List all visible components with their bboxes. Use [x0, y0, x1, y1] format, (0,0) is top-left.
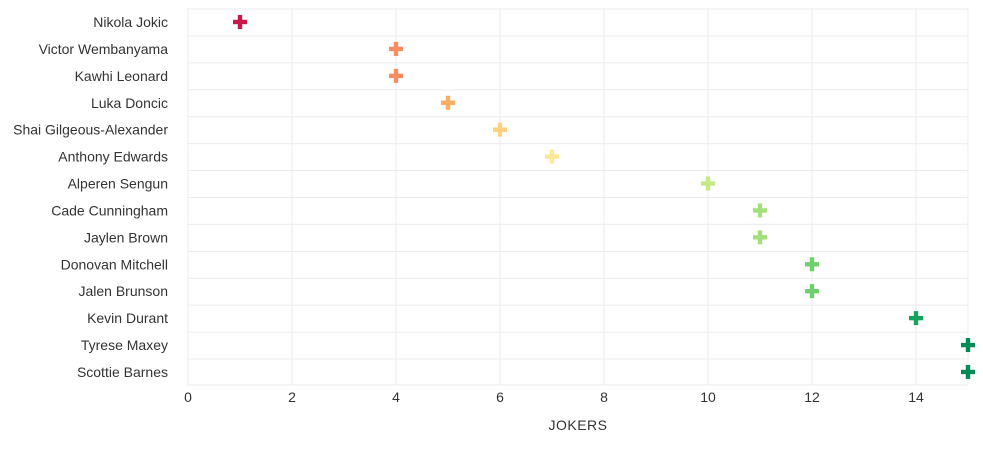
- category-label: Kevin Durant: [87, 310, 168, 326]
- marker-v-bar: [549, 149, 555, 164]
- category-label: Jaylen Brown: [84, 229, 168, 245]
- data-point-marker: [701, 176, 715, 191]
- category-label: Luka Doncic: [91, 95, 168, 111]
- data-point-marker: [493, 122, 507, 137]
- x-axis-title: JOKERS: [548, 417, 607, 433]
- marker-v-bar: [757, 203, 763, 218]
- data-point-marker: [961, 364, 975, 379]
- x-axis-ticks: 0 2 4 6 8 10 12 14: [184, 389, 924, 405]
- category-label: Scottie Barnes: [77, 364, 168, 380]
- marker-v-bar: [809, 284, 815, 299]
- data-point-marker: [909, 311, 923, 326]
- grid-layer: [187, 8, 969, 386]
- data-point-marker: [233, 15, 247, 29]
- x-tick-label: 6: [496, 389, 504, 405]
- category-label: Cade Cunningham: [51, 202, 168, 218]
- marker-v-bar: [393, 41, 399, 56]
- marker-v-bar: [757, 230, 763, 245]
- category-label: Kawhi Leonard: [75, 68, 168, 84]
- data-point-marker: [545, 149, 559, 164]
- marker-v-bar: [497, 122, 503, 137]
- marker-v-bar: [445, 95, 451, 110]
- data-point-marker: [389, 41, 403, 56]
- x-tick-label: 14: [908, 389, 924, 405]
- category-label: Nikola Jokic: [93, 14, 168, 30]
- data-point-marker: [805, 257, 819, 272]
- category-label: Victor Wembanyama: [39, 41, 169, 57]
- marker-v-bar: [237, 15, 243, 29]
- data-point-marker: [961, 338, 975, 353]
- data-point-marker: [389, 68, 403, 83]
- x-tick-label: 10: [700, 389, 716, 405]
- marker-v-bar: [965, 338, 971, 353]
- data-point-marker: [805, 284, 819, 299]
- x-tick-label: 2: [288, 389, 296, 405]
- data-point-marker: [441, 95, 455, 110]
- marker-v-bar: [809, 257, 815, 272]
- marker-v-bar: [965, 364, 971, 379]
- category-label: Anthony Edwards: [58, 149, 168, 165]
- marker-v-bar: [393, 68, 399, 83]
- category-label: Jalen Brunson: [78, 283, 168, 299]
- data-point-marker: [753, 203, 767, 218]
- category-label: Tyrese Maxey: [81, 337, 168, 353]
- marker-v-bar: [913, 311, 919, 326]
- data-point-marker: [753, 230, 767, 245]
- category-labels: Nikola Jokic Victor Wembanyama Kawhi Leona…: [13, 14, 168, 380]
- category-label: Donovan Mitchell: [61, 256, 168, 272]
- category-label: Alperen Sengun: [68, 176, 168, 192]
- category-label: Shai Gilgeous-Alexander: [13, 122, 168, 138]
- x-tick-label: 4: [392, 389, 400, 405]
- x-tick-label: 0: [184, 389, 192, 405]
- data-points: [233, 15, 975, 379]
- x-tick-label: 8: [600, 389, 608, 405]
- x-tick-label: 12: [804, 389, 820, 405]
- marker-v-bar: [705, 176, 711, 191]
